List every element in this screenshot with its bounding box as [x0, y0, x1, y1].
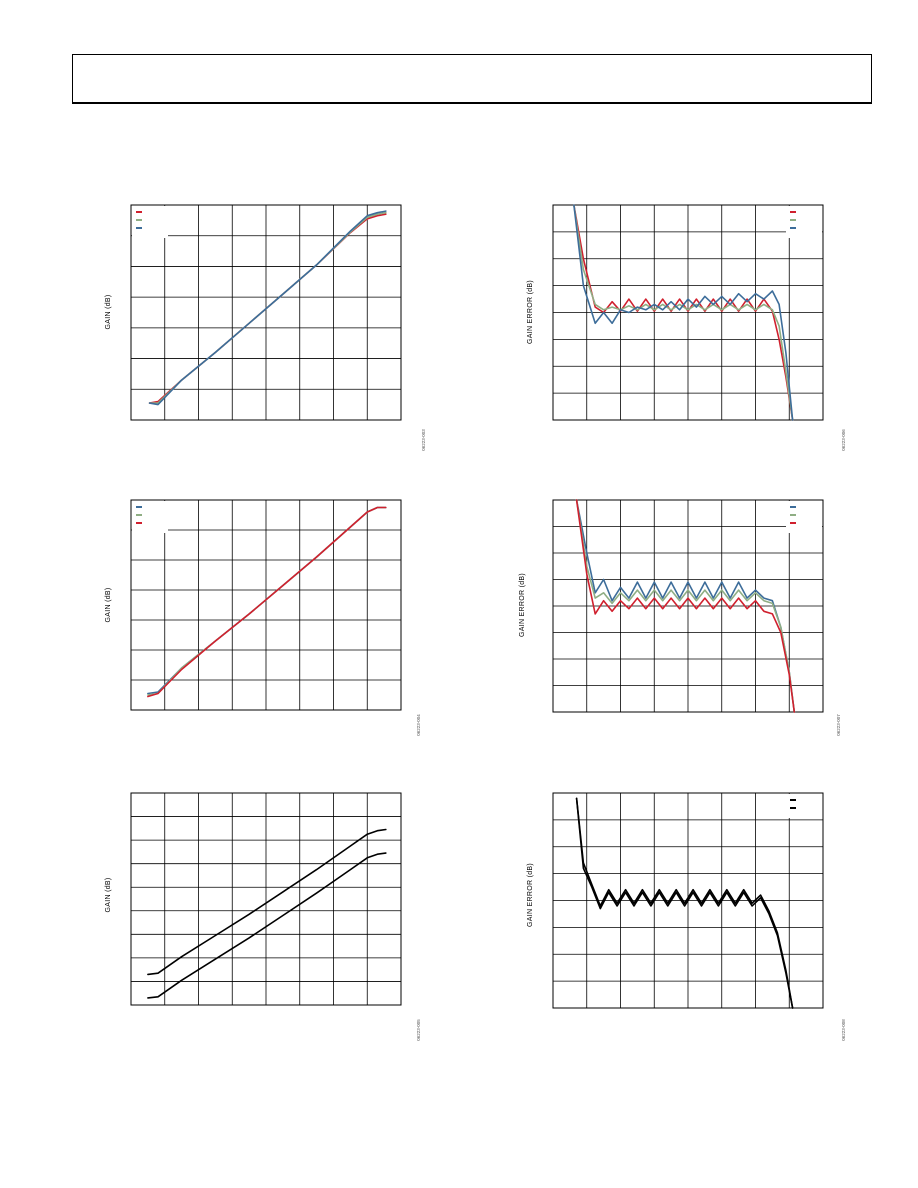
y-axis-label: GAIN (dB): [105, 588, 112, 623]
series-line-1: [148, 213, 387, 404]
series-line-3: [573, 204, 794, 421]
plot-frame: [552, 792, 824, 1009]
chart-gain-2: GAIN (dB) 06223-004: [105, 499, 421, 736]
series-line-1: [575, 797, 794, 1009]
series-line-1: [575, 499, 796, 713]
figure-id: 06223-004: [416, 714, 421, 736]
chart-gain-3: GAIN (dB) 06223-005: [105, 792, 421, 1041]
legend-box: [786, 206, 822, 238]
plot-frame: [130, 792, 402, 1006]
figure-id: 06223-003: [421, 429, 426, 451]
chart-gain-error-1: GAIN ERROR (dB) 06223-006: [527, 204, 846, 451]
legend-box: [786, 501, 822, 533]
y-axis-label: GAIN ERROR (dB): [519, 573, 526, 637]
series-line-2: [575, 797, 794, 1009]
series-line-2: [573, 204, 794, 421]
series-line-3: [148, 210, 387, 406]
plot-frame: [552, 499, 824, 713]
legend-box: [132, 501, 168, 533]
y-axis-label: GAIN ERROR (dB): [527, 280, 534, 344]
legend-box: [132, 206, 168, 238]
chart-gain-1: GAIN (dB) 06223-003: [105, 204, 426, 451]
plot-frame: [130, 499, 402, 711]
figure-id: 06223-006: [841, 429, 846, 451]
plot-frame: [552, 204, 824, 421]
series-line-2: [575, 499, 796, 713]
y-axis-label: GAIN ERROR (dB): [527, 863, 534, 927]
chart-gain-error-3: GAIN ERROR (dB) 06223-008: [527, 792, 846, 1041]
series-line-2: [147, 852, 387, 999]
series-line-3: [575, 499, 796, 713]
page-header-box: [72, 54, 872, 104]
plot-frame: [130, 204, 402, 421]
legend-box: [786, 794, 822, 818]
y-axis-label: GAIN (dB): [105, 295, 112, 330]
series-line-1: [573, 204, 794, 421]
series-line-3: [147, 506, 387, 698]
figure-id: 06223-007: [836, 714, 841, 736]
figure-id: 06223-008: [841, 1019, 846, 1041]
series-line-1: [147, 828, 387, 976]
y-axis-label: GAIN (dB): [105, 878, 112, 913]
chart-gain-error-2: GAIN ERROR (dB) 06223-007: [519, 499, 841, 736]
figure-id: 06223-005: [416, 1019, 421, 1041]
